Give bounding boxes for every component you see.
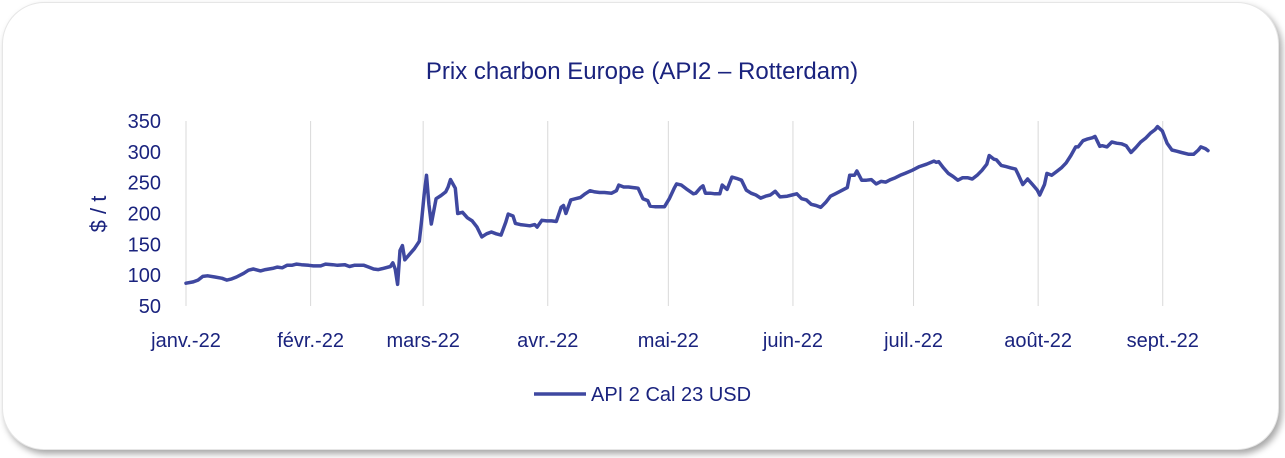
y-axis-label: $ / t	[86, 196, 111, 233]
y-tick-labels: 50 100 150 200 250 300 350	[128, 111, 161, 318]
x-tick-label: janv.-22	[150, 330, 221, 352]
y-tick-label: 50	[139, 296, 161, 318]
y-tick-label: 150	[128, 234, 161, 256]
legend-label: API 2 Cal 23 USD	[591, 384, 751, 406]
chart-title: Prix charbon Europe (API2 – Rotterdam)	[426, 58, 858, 85]
x-tick-label: juin-22	[762, 330, 823, 352]
x-tick-label: août-22	[1004, 330, 1072, 352]
x-tick-label: mars-22	[386, 330, 459, 352]
y-tick-label: 300	[128, 142, 161, 164]
legend: API 2 Cal 23 USD	[534, 384, 751, 406]
grid-lines	[185, 121, 1164, 306]
x-tick-labels: janv.-22 févr.-22 mars-22 avr.-22 mai-22 juin…	[150, 330, 1199, 352]
series-line-api2-cal23	[184, 124, 1210, 287]
y-tick-label: 350	[128, 111, 161, 133]
x-tick-label: févr.-22	[277, 330, 344, 352]
x-tick-label: mai-22	[638, 330, 699, 352]
x-tick-label: avr.-22	[517, 330, 578, 352]
x-tick-label: juil.-22	[883, 330, 943, 352]
y-tick-label: 100	[128, 265, 161, 287]
y-tick-label: 200	[128, 204, 161, 226]
y-tick-label: 250	[128, 173, 161, 195]
chart-card	[2, 2, 1279, 450]
x-tick-label: sept.-22	[1127, 330, 1199, 352]
